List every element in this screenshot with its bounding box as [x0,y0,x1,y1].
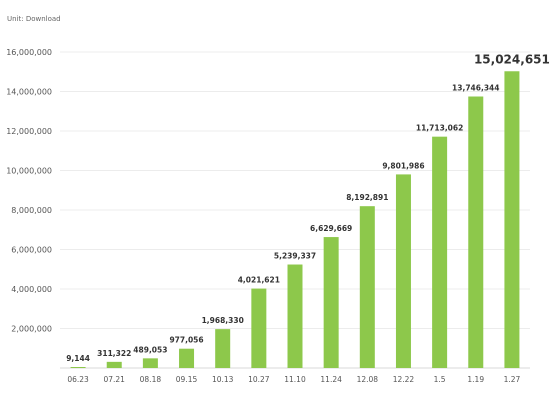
y-tick-label: 8,000,000 [11,206,52,215]
data-label: 5,239,337 [274,252,316,261]
data-label: 6,629,669 [310,224,352,233]
x-tick-label: 08.18 [140,375,162,384]
bar [323,237,339,368]
x-tick-label: 09.15 [176,375,198,384]
bar [215,329,231,368]
bar [395,174,411,368]
x-tick-label: 1.5 [434,375,446,384]
x-tick-label: 12.08 [357,375,379,384]
data-label: 4,021,621 [238,276,280,285]
x-tick-label: 06.23 [67,375,89,384]
data-label: 9,144 [66,354,90,363]
bar [70,367,86,368]
y-tick-label: 16,000,000 [6,48,52,57]
y-tick-label: 10,000,000 [6,167,52,176]
bar [287,264,303,368]
data-label: 489,053 [133,345,167,354]
data-label: 15,024,651 [474,52,550,66]
x-tick-label: 11.10 [284,375,306,384]
y-tick-label: 2,000,000 [11,325,52,334]
bar [251,288,267,368]
bar [359,206,375,368]
data-label: 13,746,344 [452,84,499,93]
data-label: 8,192,891 [346,193,388,202]
y-tick-label: 12,000,000 [6,127,52,136]
unit-label: Unit: Download [7,15,61,23]
x-tick-label: 10.27 [248,375,270,384]
x-tick-label: 07.21 [103,375,125,384]
bar [432,136,448,368]
bar [468,96,484,368]
x-tick-label: 10.13 [212,375,234,384]
y-tick-label: 4,000,000 [11,285,52,294]
x-tick-label: 1.19 [467,375,484,384]
data-label: 977,056 [169,336,203,345]
y-tick-label: 6,000,000 [11,246,52,255]
data-label: 311,322 [97,349,131,358]
data-label: 1,968,330 [202,316,244,325]
bar [106,361,122,368]
data-label: 9,801,986 [382,161,424,170]
x-tick-label: 11.24 [320,375,342,384]
y-tick-label: 14,000,000 [6,88,52,97]
x-tick-label: 1.27 [504,375,521,384]
bar [504,71,520,368]
data-label: 11,713,062 [416,124,463,133]
bar [142,358,158,368]
bar [179,348,195,368]
x-tick-label: 12.22 [393,375,415,384]
